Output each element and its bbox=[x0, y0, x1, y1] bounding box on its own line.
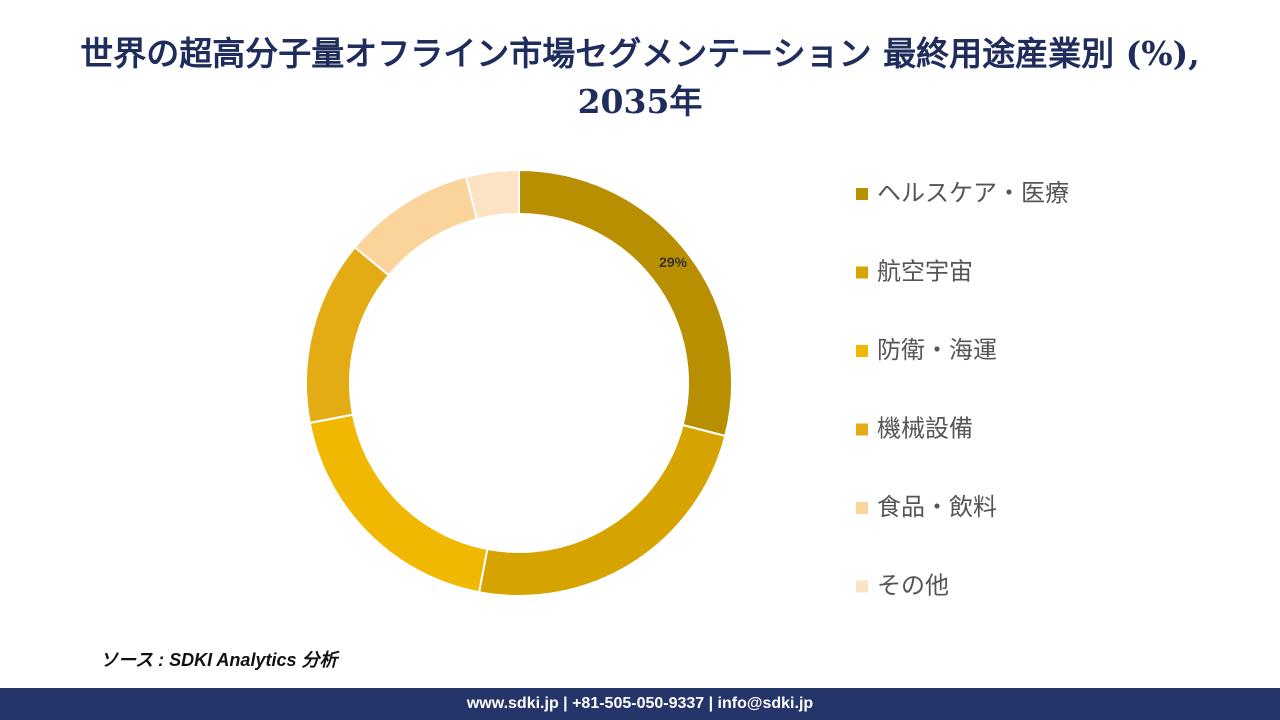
donut-segment bbox=[477, 423, 727, 597]
donut-segment bbox=[464, 168, 520, 221]
donut-segment bbox=[305, 245, 391, 425]
legend-label: ヘルスケア・医療 bbox=[877, 179, 1069, 207]
donut-segment bbox=[308, 413, 489, 594]
footer: www.sdki.jp | +81-505-050-9337 | info@sd… bbox=[0, 688, 1280, 720]
donut-segment bbox=[353, 175, 479, 277]
legend-swatch bbox=[856, 580, 868, 593]
legend-label: その他 bbox=[877, 572, 949, 600]
legend-label: 航空宇宙 bbox=[877, 258, 973, 286]
legend-swatch bbox=[856, 345, 868, 357]
legend-label: 食品・飲料 bbox=[877, 493, 997, 521]
legend-swatch bbox=[856, 502, 868, 514]
legend-swatch bbox=[856, 188, 868, 200]
source: ソース : SDKI Analytics 分析 bbox=[100, 650, 338, 670]
legend-label: 機械設備 bbox=[877, 415, 973, 443]
legend-swatch bbox=[856, 266, 868, 279]
donut-segment bbox=[518, 168, 733, 438]
legend-swatch bbox=[856, 423, 868, 436]
legend-label: 防衛・海運 bbox=[877, 336, 997, 364]
chart-title: 世界の超高分子量オフライン市場セグメンテーション 最終用途産業別 (%), 20… bbox=[80, 34, 1200, 121]
data-label: 29% bbox=[659, 254, 688, 270]
